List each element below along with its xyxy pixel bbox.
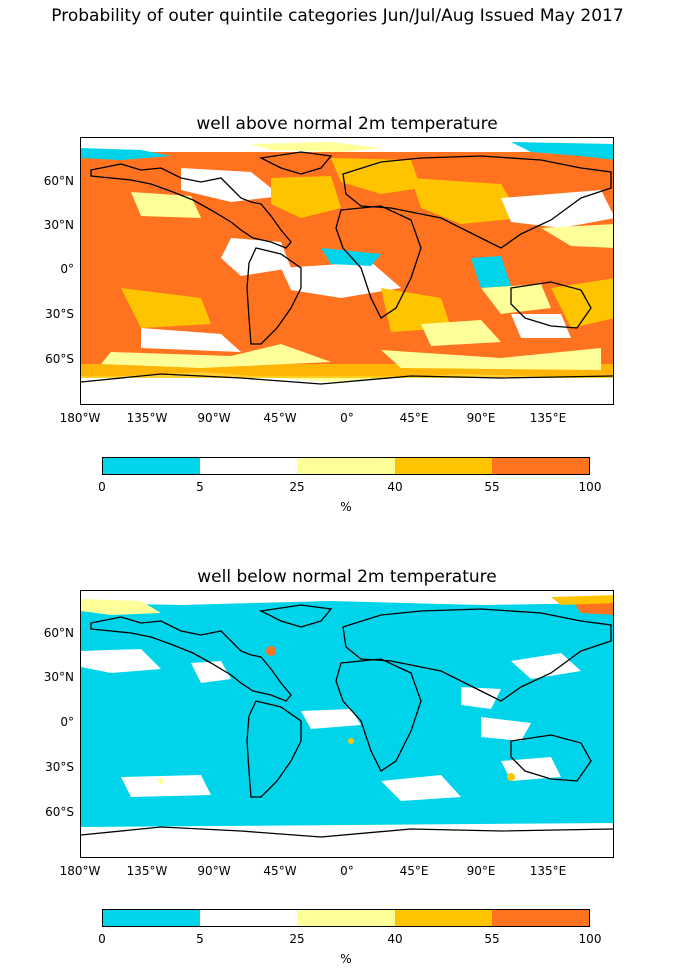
colorbar-tick: 100 (578, 480, 602, 494)
colorbar-segment (297, 458, 395, 474)
lat-label: 30°S (45, 760, 74, 774)
colorbar-segment (297, 910, 395, 926)
lon-label: 135°W (126, 864, 168, 878)
colorbar-tick: 5 (196, 480, 204, 494)
colorbar-below (102, 909, 590, 927)
lon-label: 45°E (399, 864, 429, 878)
colorbar-tick: 55 (484, 480, 500, 494)
colorbar-segment (491, 910, 590, 926)
lat-label: 30°N (43, 218, 74, 232)
lat-label: 0° (60, 715, 74, 729)
lon-label: 45°E (399, 411, 429, 425)
lon-label: 135°E (529, 411, 567, 425)
colorbar-above (102, 457, 590, 475)
colorbar-segment (394, 458, 492, 474)
lat-label: 0° (60, 262, 74, 276)
colorbar-tick: 5 (196, 932, 204, 946)
north-america-outline (90, 163, 292, 249)
figure-title: Probability of outer quintile categories… (51, 6, 624, 26)
lon-label: 90°W (197, 411, 231, 425)
colorbar-segment (394, 910, 492, 926)
colorbar-unit: % (340, 952, 352, 966)
lat-label: 60°N (43, 174, 74, 188)
lat-label: 30°N (43, 670, 74, 684)
map-above-normal (80, 137, 614, 405)
lon-label: 90°E (466, 864, 496, 878)
greenland-outline (258, 151, 333, 175)
lon-label: 0° (340, 411, 354, 425)
colorbar-segment (200, 458, 298, 474)
lat-label: 30°S (45, 307, 74, 321)
colorbar-unit: % (340, 500, 352, 514)
lon-label: 45°W (263, 411, 297, 425)
lon-label: 180°W (59, 864, 101, 878)
colorbar-segment (103, 458, 201, 474)
antarctica-outline (81, 373, 613, 385)
lon-label: 90°W (197, 864, 231, 878)
lon-label: 180°W (59, 411, 101, 425)
colorbar-tick: 55 (484, 932, 500, 946)
colorbar-segment (103, 910, 201, 926)
colorbar-tick: 25 (289, 480, 305, 494)
lon-label: 135°W (126, 411, 168, 425)
panel-title-below: well below normal 2m temperature (197, 567, 497, 587)
lat-label: 60°S (45, 352, 74, 366)
africa-outline (335, 205, 422, 319)
colorbar-tick: 0 (98, 932, 106, 946)
colorbar-tick: 25 (289, 932, 305, 946)
map-below-svg (81, 591, 613, 857)
lon-label: 90°E (466, 411, 496, 425)
eurasia-outline (342, 155, 612, 249)
lat-label: 60°N (43, 626, 74, 640)
map-below-normal (80, 590, 614, 858)
colorbar-tick: 0 (98, 480, 106, 494)
colorbar-tick: 40 (387, 932, 403, 946)
south-america-outline (246, 247, 302, 345)
panel-title-above: well above normal 2m temperature (196, 114, 498, 134)
lon-label: 0° (340, 864, 354, 878)
lat-label: 60°S (45, 805, 74, 819)
colorbar-segment (200, 910, 298, 926)
lon-label: 45°W (263, 864, 297, 878)
australia-outline (510, 281, 592, 329)
map-above-svg (81, 138, 613, 404)
lon-label: 135°E (529, 864, 567, 878)
colorbar-tick: 100 (578, 932, 602, 946)
colorbar-segment (491, 458, 590, 474)
colorbar-tick: 40 (387, 480, 403, 494)
